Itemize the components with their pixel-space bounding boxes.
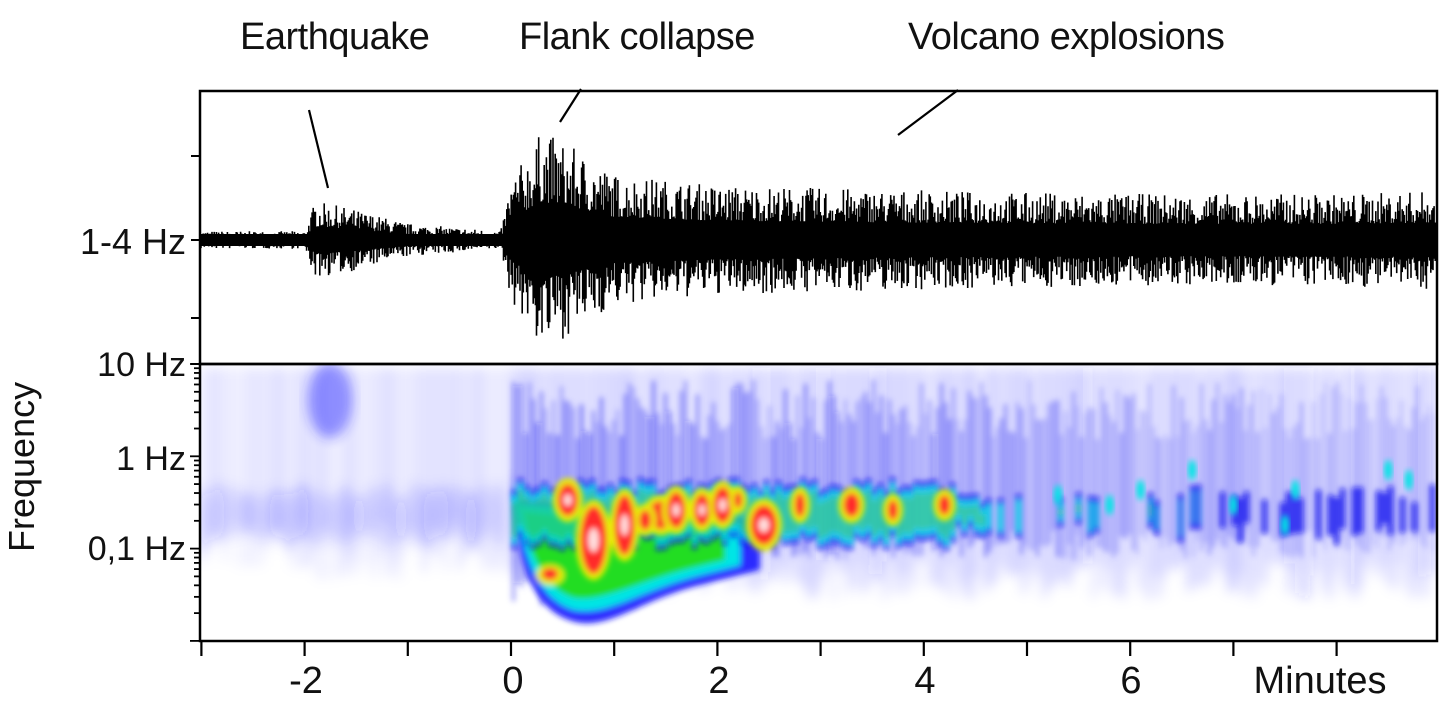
frequency-axis-title: Frequency: [1, 381, 42, 552]
spectrogram-frame: [198, 362, 1439, 643]
spectrogram-heatmap: [201, 365, 1436, 640]
annotation-volcano-explosions: Volcano explosions: [908, 16, 1225, 58]
annotation-flank-collapse: Flank collapse: [519, 16, 755, 58]
x-tick-label-minus-2: -2: [289, 660, 323, 702]
volcano-explosions-leader-line: [897, 89, 959, 136]
flank-collapse-leader-line: [559, 88, 582, 123]
waveform-y-ticks: [191, 155, 200, 365]
seismic-waveform: [200, 137, 1436, 339]
freq-tick-10hz: 10 Hz: [97, 346, 186, 384]
freq-tick-0-1hz: 0,1 Hz: [87, 530, 186, 568]
waveform-band-label: 1-4 Hz: [79, 221, 186, 262]
freq-tick-1hz: 1 Hz: [116, 440, 186, 478]
x-tick-label-0: 0: [502, 660, 524, 702]
frequency-log-ticks: [190, 363, 200, 642]
annotation-earthquake: Earthquake: [240, 16, 430, 58]
x-axis-ticks: [200, 641, 1338, 656]
x-tick-label-4: 4: [914, 660, 936, 702]
x-axis-unit-label: Minutes: [1253, 660, 1387, 702]
x-tick-label-2: 2: [708, 660, 730, 702]
x-tick-label-6: 6: [1120, 660, 1142, 702]
earthquake-leader-line: [307, 109, 330, 189]
